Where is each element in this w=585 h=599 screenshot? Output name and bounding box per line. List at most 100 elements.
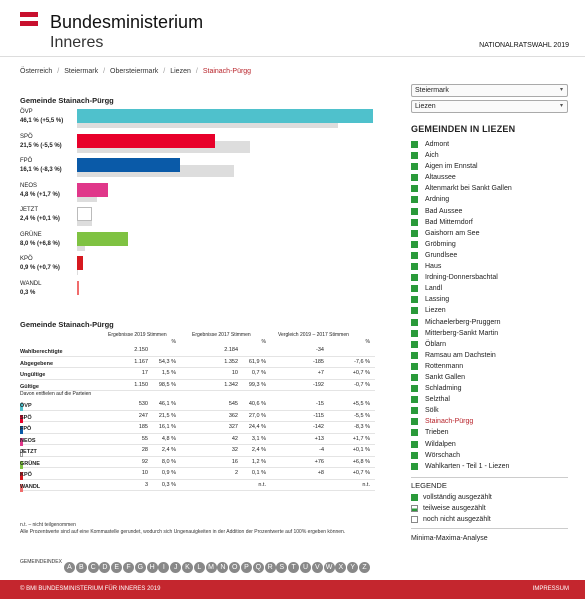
district-select[interactable]: Liezen ▾	[411, 100, 568, 113]
municipality-item[interactable]: Admont	[411, 139, 581, 150]
municipality-item[interactable]: Ardning	[411, 194, 581, 205]
status-complete-icon	[411, 385, 418, 393]
municipality-item[interactable]: Lassing	[411, 294, 581, 305]
table-row: Abgegebene 1.167 54,3 % 1.352 61,9 % -185 -7,6…	[20, 357, 375, 368]
index-letter-z[interactable]: Z	[359, 562, 370, 573]
municipality-item[interactable]: Landl	[411, 283, 581, 294]
index-letter-w[interactable]: W	[323, 562, 335, 573]
breadcrumb-item[interactable]: Stainach-Pürgg	[202, 68, 252, 75]
municipality-item[interactable]: Wahlkarten - Teil 1 - Liezen	[411, 461, 581, 472]
municipality-name: Wildalpen	[425, 440, 456, 448]
party-swatch	[20, 437, 23, 446]
municipality-item[interactable]: Michaelerberg-Pruggern	[411, 317, 581, 328]
breadcrumb-item[interactable]: Österreich	[20, 68, 53, 75]
status-complete-icon	[411, 373, 418, 381]
municipality-item[interactable]: Trieben	[411, 427, 581, 438]
municipality-item[interactable]: Sankt Gallen	[411, 372, 581, 383]
index-letter-e[interactable]: E	[111, 562, 123, 573]
municipality-item[interactable]: Altenmarkt bei Sankt Gallen	[411, 183, 581, 194]
index-letter-q[interactable]: Q	[252, 562, 264, 573]
municipality-item[interactable]: Altaussee	[411, 172, 581, 183]
municipality-item[interactable]: Irdning-Donnersbachtal	[411, 272, 581, 283]
table-cell: 61,9 %	[248, 358, 266, 365]
index-letter-f[interactable]: F	[123, 562, 134, 573]
index-letter-x[interactable]: X	[335, 562, 347, 573]
party-results-chart: ÖVP 46,1 % (+5,5 %) SPÖ 21,5 % (-5,5 %) FPÖ 1…	[0, 105, 400, 305]
status-complete-icon	[411, 362, 418, 370]
index-letter-v[interactable]: V	[311, 562, 323, 573]
municipality-item[interactable]: Wildalpen	[411, 439, 581, 450]
municipality-name: Trieben	[425, 429, 449, 437]
table-cell: 10	[141, 470, 148, 476]
index-letter-o[interactable]: O	[229, 562, 241, 573]
table-cell: 1.150	[134, 381, 148, 388]
index-letter-d[interactable]: D	[99, 562, 111, 573]
header-2017-votes: Ergebnisse 2017 Stimmen	[192, 332, 251, 338]
breadcrumb-item[interactable]: Steiermark	[64, 68, 99, 75]
municipality-item[interactable]: Schladming	[411, 383, 581, 394]
municipality-item[interactable]: Wörschach	[411, 450, 581, 461]
municipality-item[interactable]: Selzthal	[411, 394, 581, 405]
breadcrumb-item[interactable]: Obersteiermark	[110, 68, 159, 75]
municipality-item[interactable]: Gaishorn am See	[411, 228, 581, 239]
municipality-item[interactable]: Liezen	[411, 305, 581, 316]
municipality-item[interactable]: Grundlsee	[411, 250, 581, 261]
index-letter-t[interactable]: T	[288, 562, 300, 573]
municipality-item[interactable]: Bad Aussee	[411, 206, 581, 217]
ministry-subtitle[interactable]: Inneres	[50, 34, 104, 51]
index-letter-y[interactable]: Y	[347, 562, 359, 573]
index-letter-g[interactable]: G	[134, 562, 146, 573]
header-divider	[0, 56, 585, 57]
index-letter-h[interactable]: H	[146, 562, 158, 573]
table-cell: 1.167	[134, 358, 148, 365]
municipality-item[interactable]: Sölk	[411, 405, 581, 416]
table-row: FPÖ 185 16,1 % 327 24,4 % -142 -8,3 %	[20, 422, 375, 434]
breadcrumb-separator: /	[57, 68, 60, 75]
index-letter-p[interactable]: P	[241, 562, 252, 573]
index-letter-b[interactable]: B	[75, 562, 87, 573]
municipality-item[interactable]: Bad Mitterndorf	[411, 217, 581, 228]
index-letter-i[interactable]: I	[158, 562, 170, 573]
status-complete-icon	[411, 307, 418, 315]
party-swatch	[20, 414, 23, 423]
impressum-link[interactable]: IMPRESSUM	[532, 586, 569, 592]
chart-party-value: 2,4 % (+0,1 %)	[20, 216, 60, 222]
minmax-analysis-link[interactable]: Minima-Maxima-Analyse	[411, 535, 488, 542]
index-letter-k[interactable]: K	[182, 562, 193, 573]
chart-party-label: JETZT 2,4 % (+0,1 %)	[20, 206, 60, 224]
municipality-item[interactable]: Aich	[411, 150, 581, 161]
municipality-item[interactable]: Stainach-Pürgg	[411, 416, 581, 427]
status-complete-icon	[411, 340, 418, 348]
municipality-name: Sölk	[425, 407, 439, 415]
index-letter-j[interactable]: J	[170, 562, 182, 573]
index-letter-s[interactable]: S	[276, 562, 288, 573]
chart-bar-2019	[77, 158, 181, 172]
municipality-item[interactable]: Haus	[411, 261, 581, 272]
table-cell: -15	[316, 401, 324, 407]
state-select[interactable]: Steiermark ▾	[411, 84, 568, 97]
municipality-item[interactable]: Gröbming	[411, 239, 581, 250]
municipality-item[interactable]: Ramsau am Dachstein	[411, 350, 581, 361]
municipality-item[interactable]: Aigen im Ennstal	[411, 161, 581, 172]
index-letter-c[interactable]: C	[87, 562, 99, 573]
ministry-title[interactable]: Bundesministerium	[50, 12, 204, 32]
index-letter-n[interactable]: N	[217, 562, 229, 573]
index-letter-r[interactable]: R	[264, 562, 276, 573]
municipality-name: Michaelerberg-Pruggern	[425, 318, 501, 326]
municipality-name: Selzthal	[425, 396, 450, 404]
status-complete-icon	[411, 251, 418, 259]
table-cell: 28	[141, 447, 148, 453]
index-letter-a[interactable]: A	[64, 562, 75, 573]
status-complete-icon	[411, 296, 418, 304]
index-letter-u[interactable]: U	[300, 562, 311, 573]
austria-flag-icon	[20, 12, 38, 26]
header-2017-pct: %	[261, 339, 266, 345]
municipality-item[interactable]: Rottenmann	[411, 361, 581, 372]
municipality-item[interactable]: Öblarn	[411, 339, 581, 350]
chart-party-name: JETZT	[20, 207, 38, 213]
index-letter-m[interactable]: M	[205, 562, 217, 573]
election-name: NATIONALRATSWAHL 2019	[479, 42, 569, 49]
breadcrumb-item[interactable]: Liezen	[170, 68, 191, 75]
municipality-item[interactable]: Mitterberg-Sankt Martin	[411, 328, 581, 339]
index-letter-l[interactable]: L	[193, 562, 205, 573]
